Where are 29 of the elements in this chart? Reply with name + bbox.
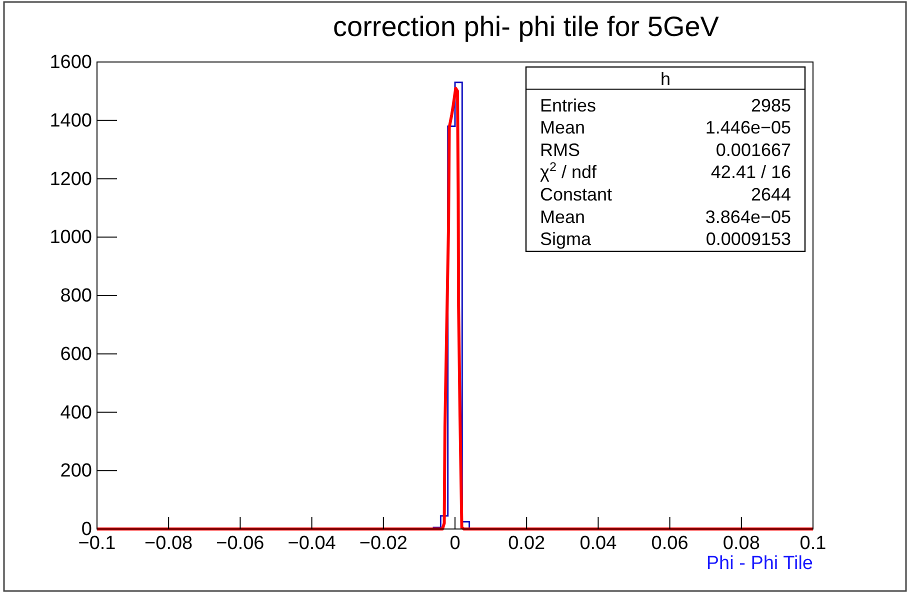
y-tick-label: 600 xyxy=(60,344,92,365)
y-tick-label: 400 xyxy=(60,402,92,424)
x-tick-label: 0.04 xyxy=(580,533,618,554)
x-tick-label: −0.04 xyxy=(288,533,336,554)
x-tick-label: 0.1 xyxy=(800,533,826,554)
y-tick-label: 1400 xyxy=(50,110,92,132)
y-tick-label: 1000 xyxy=(50,227,92,248)
y-tick-label: 1600 xyxy=(50,52,92,73)
x-tick-label: −0.08 xyxy=(144,533,193,554)
x-axis-title: Phi - Phi Tile xyxy=(706,553,813,574)
x-tick-label: 0 xyxy=(450,533,460,554)
text: Entries 2985 xyxy=(540,95,791,116)
text: RMS 0.001667 xyxy=(540,140,791,160)
x-tick-label: 0.06 xyxy=(651,533,688,554)
text: Mean 1.446e−05 xyxy=(540,118,791,138)
x-tick-label: 0.02 xyxy=(508,533,546,554)
line-series xyxy=(96,86,814,530)
y-tick-label: 800 xyxy=(60,286,92,306)
text: Mean 3.864e−05 xyxy=(540,206,791,227)
y-tick-label: 200 xyxy=(60,460,92,482)
text: χ$^{2}$ / ndf 42.41 / 16 xyxy=(540,160,791,182)
x-tick-label: 0.08 xyxy=(722,533,760,554)
x-tick-label: −0.06 xyxy=(216,533,264,554)
x-tick-label: −0.02 xyxy=(359,533,408,554)
text: Sigma 0.0009153 xyxy=(540,229,791,250)
y-tick-label: 1200 xyxy=(50,168,92,190)
annotation: h xyxy=(660,69,671,89)
chart-title: correction phi- phi tile for 5GeV xyxy=(333,11,720,42)
text: Constant 2644 xyxy=(540,184,791,204)
